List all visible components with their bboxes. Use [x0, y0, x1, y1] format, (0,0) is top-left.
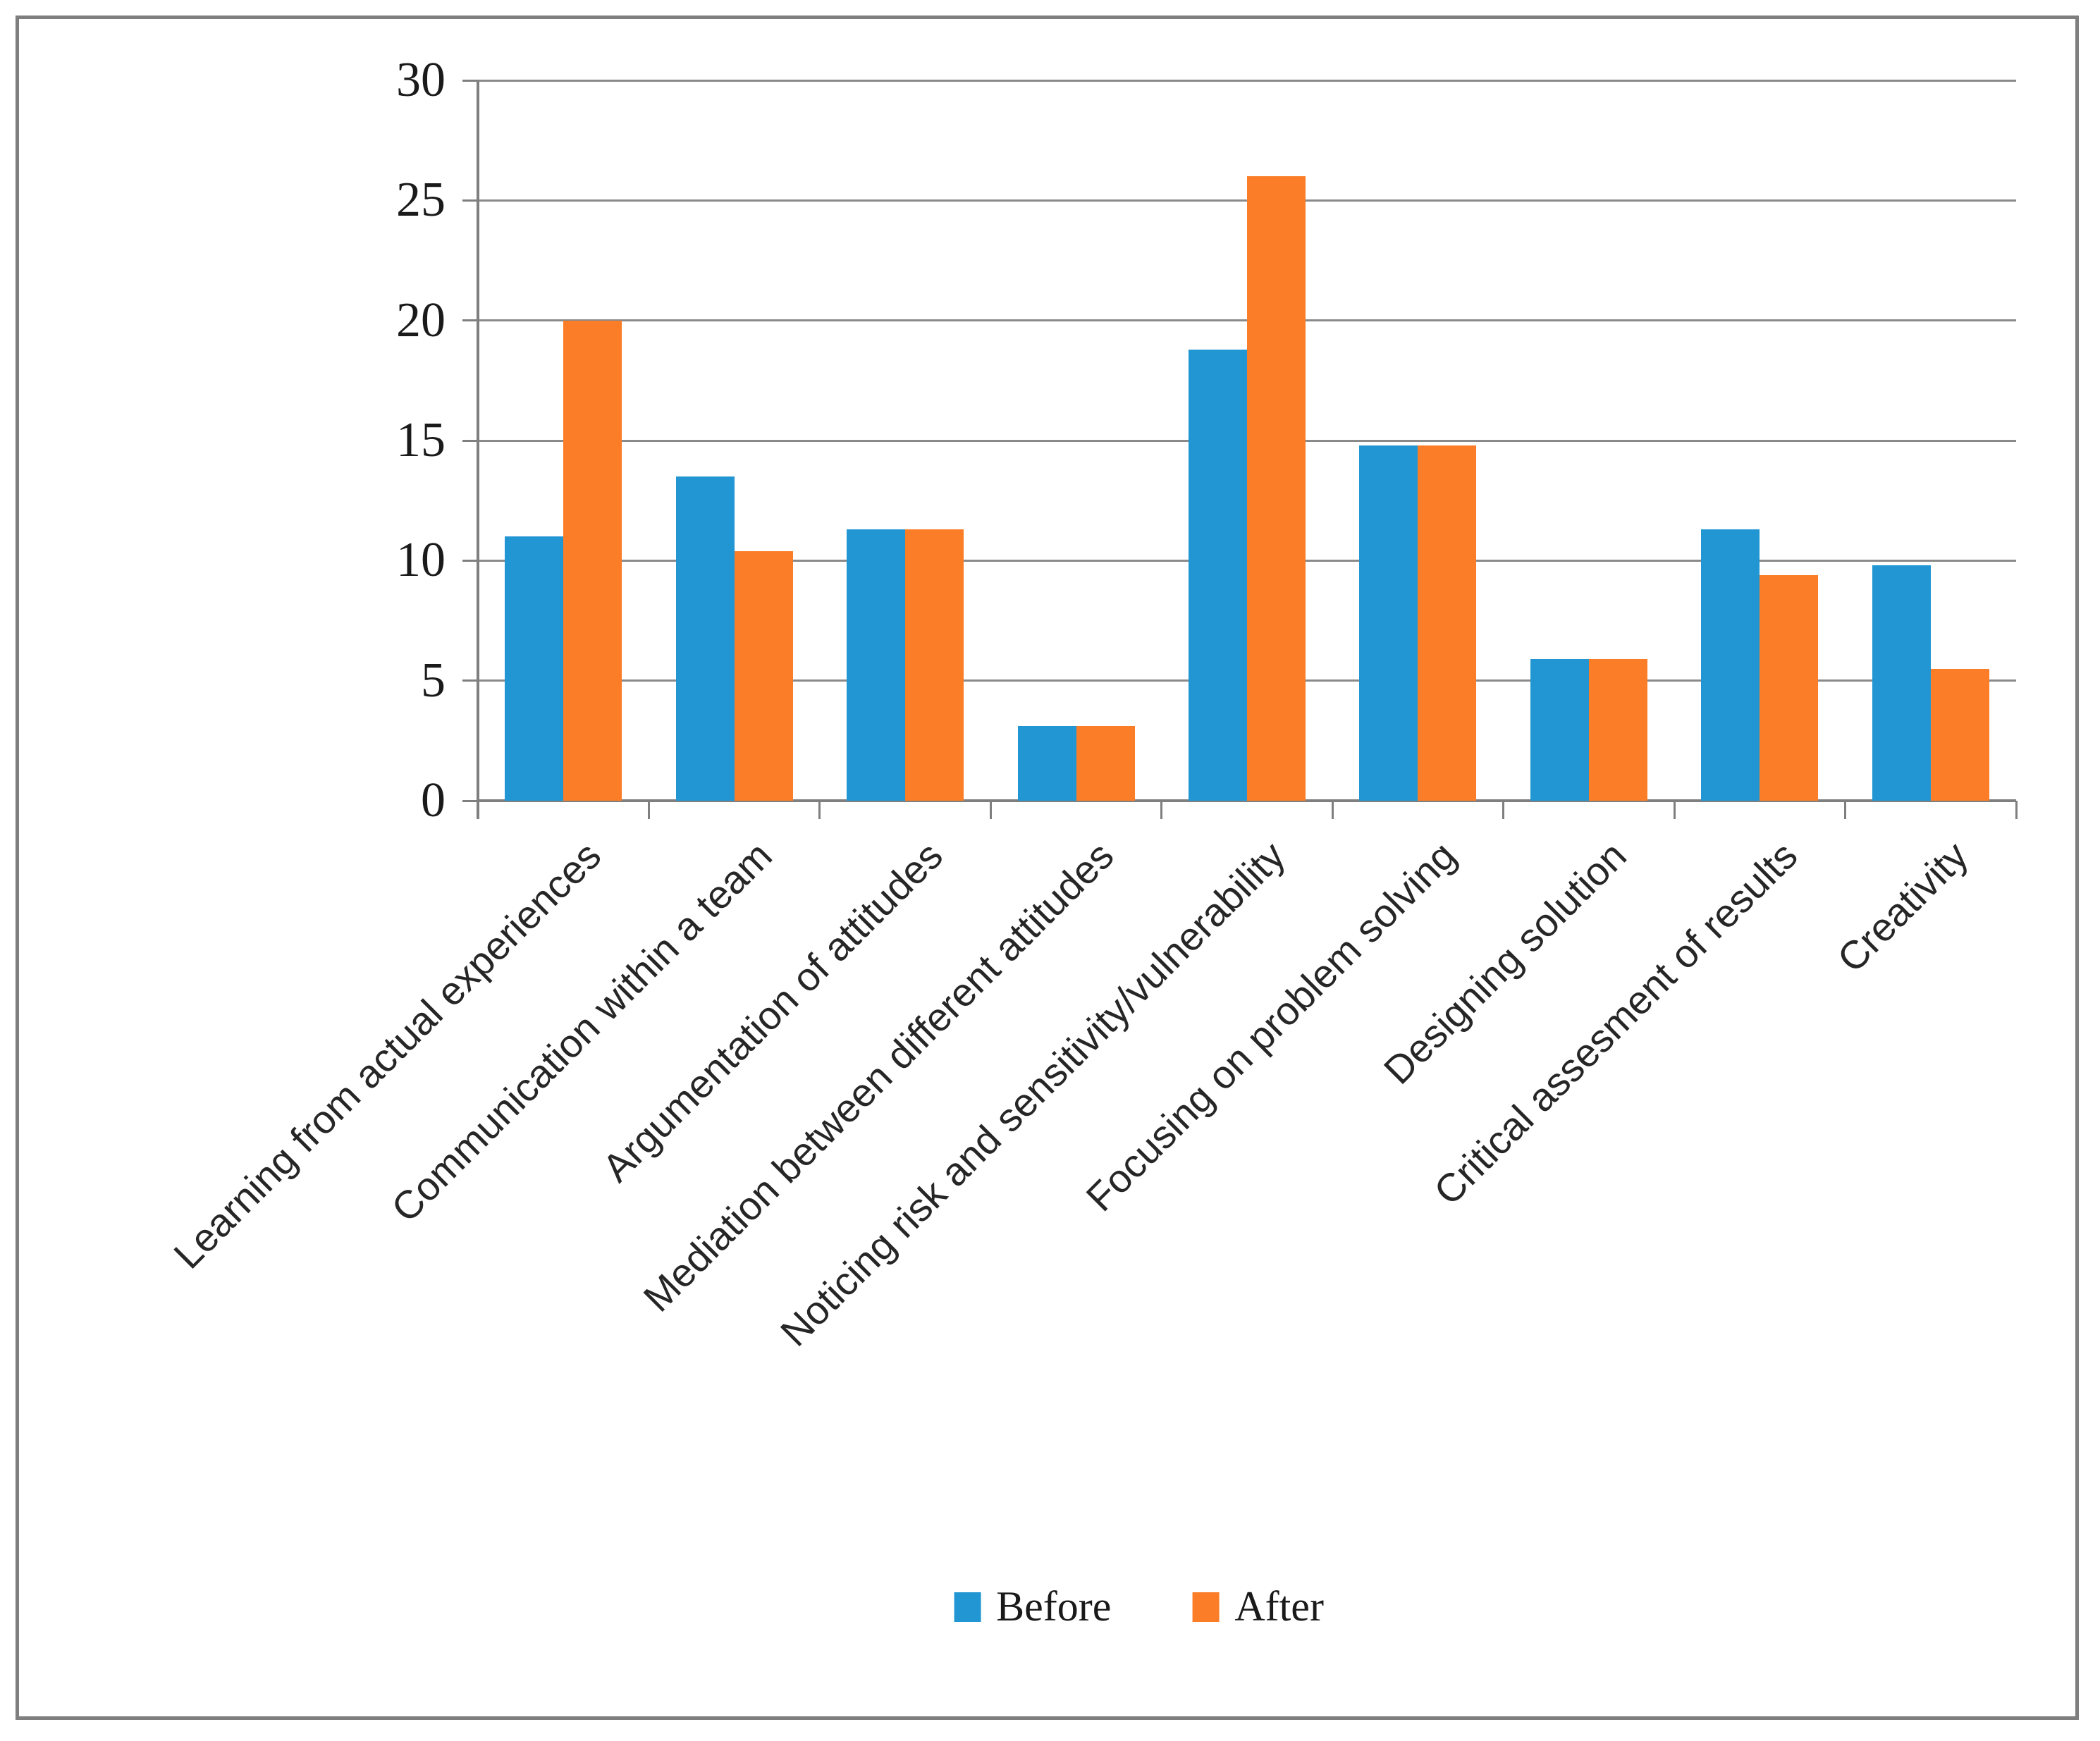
- x-axis-tick-2: [818, 801, 821, 819]
- x-axis-tick-3: [989, 801, 992, 819]
- bar-after-2: [734, 550, 793, 801]
- category-label-9: Creativity: [1829, 832, 1977, 981]
- y-tick-label-30: 30: [396, 53, 446, 107]
- x-axis-tick-6: [1502, 801, 1505, 819]
- x-axis-tick-7: [1673, 801, 1676, 819]
- y-axis-line: [477, 80, 479, 819]
- bar-after-8: [1760, 574, 1819, 801]
- x-axis-tick-0: [477, 801, 479, 819]
- bar-before-2: [675, 476, 735, 801]
- axis-labels-layer: 0 5 10 15 20 25 30 Learning from actual experie…: [19, 19, 2075, 1716]
- plot-area: [19, 19, 2075, 1716]
- after-series-swatch: [1192, 1592, 1220, 1622]
- x-axis-tick-5: [1331, 801, 1334, 819]
- y-axis-tick-5: [462, 679, 478, 682]
- y-axis-tick-20: [462, 319, 478, 322]
- x-axis-tick-1: [647, 801, 650, 819]
- x-axis-tick-9: [2015, 801, 2018, 819]
- bar-before-4: [1017, 726, 1076, 801]
- y-tick-label-10: 10: [396, 533, 446, 588]
- x-axis-tick-4: [1160, 801, 1163, 819]
- bar-after-9: [1930, 668, 1989, 801]
- legend-label-before: Before: [996, 1583, 1112, 1630]
- y-tick-label-25: 25: [396, 173, 446, 228]
- chart-figure: 0 5 10 15 20 25 30 Learning from actual experie…: [16, 16, 2079, 1720]
- legend-item-after: After: [1192, 1582, 1324, 1631]
- bar-before-9: [1872, 565, 1931, 801]
- y-tick-label-0: 0: [421, 773, 446, 828]
- category-label-8: Critical assesment of results: [1425, 832, 1806, 1214]
- bar-after-3: [905, 529, 964, 801]
- category-label-6: Focusing on problem solving: [1077, 832, 1464, 1220]
- x-axis-line: [478, 799, 2016, 802]
- before-series-swatch: [954, 1592, 981, 1622]
- bar-before-5: [1189, 349, 1247, 801]
- bar-before-8: [1701, 529, 1760, 801]
- bar-before-3: [847, 529, 906, 801]
- y-axis-tick-10: [462, 559, 478, 562]
- y-tick-label-20: 20: [396, 293, 446, 347]
- y-axis-tick-15: [462, 439, 478, 442]
- x-axis-tick-8: [1844, 801, 1847, 819]
- bar-after-7: [1588, 659, 1647, 801]
- y-axis-tick-30: [462, 79, 478, 82]
- legend-item-before: Before: [954, 1582, 1111, 1631]
- bar-before-1: [505, 536, 564, 801]
- bar-before-7: [1530, 659, 1589, 801]
- bar-after-6: [1418, 445, 1477, 801]
- bar-after-5: [1247, 176, 1306, 801]
- bar-before-6: [1359, 445, 1418, 801]
- gridline-30: [478, 79, 2016, 82]
- y-axis-tick-25: [462, 199, 478, 202]
- category-label-3: Argumentation of attitudes: [594, 832, 952, 1191]
- legend-label-after: After: [1234, 1583, 1324, 1630]
- axis-ticks-layer: [19, 19, 2075, 1716]
- bar-after-4: [1076, 726, 1135, 801]
- y-axis-tick-0: [462, 799, 478, 802]
- bar-after-1: [563, 320, 622, 801]
- y-tick-label-5: 5: [421, 653, 446, 708]
- y-tick-label-15: 15: [396, 413, 446, 467]
- chart-legend: Before After: [954, 1582, 1324, 1631]
